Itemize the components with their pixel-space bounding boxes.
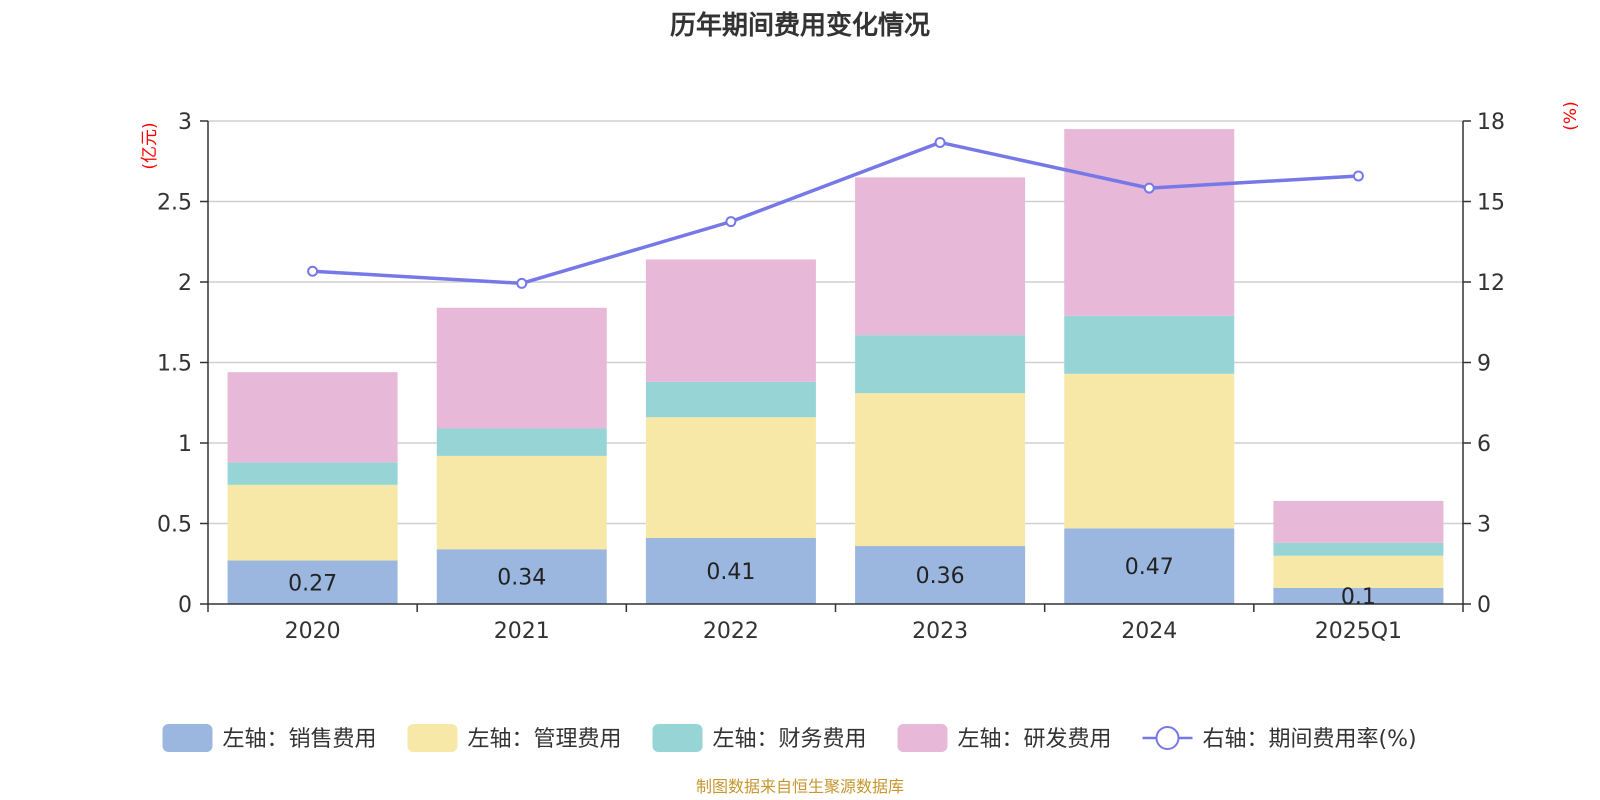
legend-label: 左轴：研发费用 [958,727,1112,752]
grid [208,120,1463,525]
rate-point [307,265,319,277]
right-tick-label: 6 [1477,432,1491,457]
data-label: 0.34 [497,566,546,591]
right-tick-label: 18 [1477,110,1505,135]
data-label: 0.36 [916,564,965,589]
right-tick-label: 12 [1477,271,1505,296]
right-tick-label: 9 [1477,352,1491,377]
legend-swatch [162,724,213,752]
data-labels: 0.27 0.34 0.41 0.36 0.47 0.1 [288,555,1376,610]
legend-label: 右轴：期间费用率(%) [1203,727,1417,752]
left-axis-unit: (亿元) [140,122,160,169]
left-tick-label: 2.5 [157,191,192,216]
left-tick-label: 1 [178,432,192,457]
right-tick-label: 15 [1477,191,1505,216]
legend-swatch [897,724,948,752]
x-tick-label: 2023 [912,619,968,644]
bar-segment [855,546,1026,604]
right-tick-label: 3 [1477,513,1491,538]
rate-point [516,277,528,289]
x-tick-label: 2022 [703,619,759,644]
x-tick-label: 2024 [1121,619,1177,644]
bar-segment [1064,528,1235,604]
bars [227,129,1444,604]
x-tick-label: 2021 [494,619,550,644]
rate-point [1143,182,1155,194]
bar-segment [1064,315,1235,374]
rate-point [934,136,946,148]
left-tick-label: 1.5 [157,352,192,377]
legend-swatch [407,724,458,752]
bar-segment [436,549,607,604]
bar-segment [1273,500,1444,543]
rate-point [1352,170,1364,182]
bar-segment [227,484,398,561]
bar-segment [645,417,816,538]
bar-segment [436,428,607,456]
rate-point [725,216,737,228]
bar-segment [436,307,607,429]
bar-segment [645,537,816,604]
bar-segment [1064,129,1235,316]
bar-segment [1273,587,1444,604]
bar-segment [645,259,816,382]
axes: 0 0.5 1 1.5 2 2.5 3 0 3 6 9 12 15 18 2020 2021 2022 2023 2… [140,101,1581,644]
chart-title: 历年期间费用变化情况 [670,10,930,41]
bar-segment [227,372,398,463]
right-tick-label: 0 [1477,593,1491,618]
legend-label: 左轴：财务费用 [713,727,867,752]
rate-line-path [312,140,1359,286]
legend-swatch [652,724,703,752]
data-label: 0.27 [288,571,337,596]
legend-label: 左轴：销售费用 [223,727,377,752]
bar-segment [1273,555,1444,588]
x-tick-label: 2025Q1 [1315,619,1402,644]
left-tick-label: 2 [178,271,192,296]
bar-segment [855,393,1026,547]
source-note: 制图数据来自恒生聚源数据库 [696,777,904,796]
x-tick-label: 2020 [285,619,341,644]
bar-segment [645,381,816,418]
legend-swatch-marker [1155,726,1180,750]
bar-segment [855,177,1026,336]
left-tick-label: 0.5 [157,513,192,538]
legend: 左轴：销售费用 左轴：管理费用 左轴：财务费用 左轴：研发费用 右轴：期间费用率(%) [162,724,1417,752]
bar-segment [1273,542,1444,556]
bar-segment [227,560,398,604]
data-label: 0.1 [1341,585,1376,610]
right-axis-unit: (%) [1561,101,1581,130]
bar-segment [436,455,607,550]
bar-segment [227,462,398,485]
bar-segment [1064,373,1235,529]
rate-line [307,136,1364,289]
left-tick-label: 3 [178,110,192,135]
left-tick-label: 0 [178,593,192,618]
data-label: 0.41 [706,560,755,585]
data-label: 0.47 [1125,555,1174,580]
bar-segment [855,335,1026,394]
legend-label: 左轴：管理费用 [468,727,622,752]
